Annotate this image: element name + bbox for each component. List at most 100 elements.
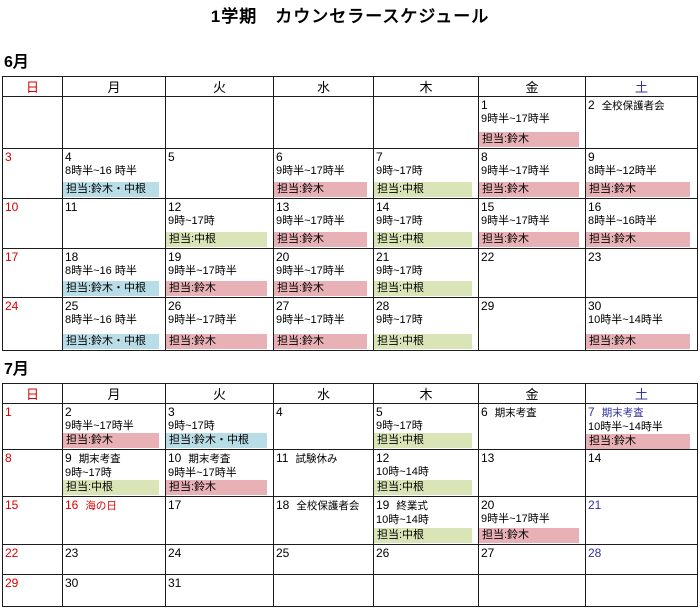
day-cell-july-19: 19 終業式 10時~14時 担当:中根 <box>373 496 479 545</box>
day-line: 16 海の日 <box>64 498 165 514</box>
time-range: 8時半~16 時半 <box>65 314 137 326</box>
day-cell-july-21: 21 <box>585 496 698 545</box>
day-number: 6 <box>481 405 488 419</box>
cell-content: 8 9時半~17時半 担当:鈴木 <box>479 150 585 197</box>
empty-cell-june <box>62 96 166 149</box>
day-number: 21 <box>588 498 602 512</box>
day-number: 4 <box>276 405 283 419</box>
weekday-header-june-1: 月 <box>62 76 166 97</box>
day-line: 24 <box>167 546 273 560</box>
weekday-header-june-4: 木 <box>373 76 479 97</box>
event-label: 全校保護者会 <box>601 100 665 112</box>
cell-content <box>480 576 585 606</box>
staff-assignment: 担当:鈴木 <box>274 281 368 296</box>
day-cell-june-24: 24 <box>2 297 63 351</box>
day-cell-june-21: 21 9時~17時 担当:中根 <box>373 248 479 298</box>
day-line: 1 <box>480 98 585 112</box>
staff-assignment: 担当:中根 <box>374 182 472 197</box>
weekday-header-july-3: 水 <box>273 383 374 404</box>
cell-content: 17 <box>167 498 273 544</box>
time-range: 9時~17時 <box>65 467 112 479</box>
time-range: 10時半~14時半 <box>588 421 663 433</box>
day-cell-june-10: 10 <box>2 198 63 249</box>
staff-assignment: 担当:鈴木 <box>274 182 368 197</box>
day-cell-june-26: 26 9時半~17時半 担当:鈴木 <box>165 297 274 351</box>
cell-content <box>275 576 373 606</box>
day-line: 29 <box>480 299 585 313</box>
staff-assignment: 担当:中根 <box>166 232 267 247</box>
day-cell-july-29: 29 <box>2 574 63 607</box>
day-number: 18 <box>65 250 79 264</box>
day-number: 15 <box>481 200 495 214</box>
day-number: 11 <box>276 451 289 465</box>
day-cell-june-15: 15 9時半~17時半 担当:鈴木 <box>478 198 586 249</box>
day-number: 9 <box>65 451 72 465</box>
day-line: 21 <box>375 250 478 264</box>
cell-content: 19 9時半~17時半 担当:鈴木 <box>166 250 273 296</box>
day-line: 26 <box>375 546 478 560</box>
cell-content: 5 9時~17時 担当:中根 <box>374 405 478 448</box>
page-title: 1学期 カウンセラースケジュール <box>210 7 490 26</box>
cell-content: 20 9時半~17時半 担当:鈴木 <box>479 498 585 543</box>
week-row-july-2: 8 9 期末考査 9時~17時 担当:中根 10 期末考査 9時半~17時半 担当:鈴木 11 試験… <box>2 449 698 497</box>
day-line: 22 <box>480 250 585 264</box>
day-line: 19 <box>167 250 273 264</box>
cell-content: 30 10時半~14時半 担当:鈴木 <box>586 299 697 349</box>
day-line: 25 <box>275 546 373 560</box>
calendar-section-june: 6月 日月火水木金土 1 9時半~17時半 担当:鈴木 2 全校保護者会 3 4 8時半~16 … <box>0 53 700 351</box>
day-cell-july-17: 17 <box>165 496 274 545</box>
day-cell-july-24: 24 <box>165 544 274 575</box>
day-number: 7 <box>376 150 383 164</box>
weekday-header-june-5: 金 <box>478 76 586 97</box>
day-line: 6 期末考査 <box>480 405 585 421</box>
day-number: 19 <box>376 498 390 512</box>
staff-assignment: 担当:鈴木 <box>63 433 159 448</box>
cell-content: 9 期末考査 9時~17時 担当:中根 <box>63 451 165 495</box>
cell-content: 30 <box>64 576 165 606</box>
day-number: 3 <box>5 150 12 164</box>
weekday-header-june-6: 土 <box>585 76 698 97</box>
day-cell-july-10: 10 期末考査 9時半~17時半 担当:鈴木 <box>165 449 274 497</box>
day-line: 14 <box>375 200 478 214</box>
cell-content: 18 8時半~16 時半 担当:鈴木・中根 <box>63 250 165 296</box>
day-number: 12 <box>168 200 182 214</box>
cell-content: 19 終業式 10時~14時 担当:中根 <box>374 498 478 543</box>
day-cell-july-7: 7 期末考査 10時半~14時半 担当:鈴木 <box>585 403 698 450</box>
day-number: 13 <box>276 200 290 214</box>
day-cell-july-5: 5 9時~17時 担当:中根 <box>373 403 479 450</box>
day-number: 2 <box>65 405 72 419</box>
week-row-july-1: 1 2 9時半~17時半 担当:鈴木 3 9時~17時 担当:鈴木・中根 4 5 9時~17時 担当… <box>2 403 698 450</box>
day-cell-june-3: 3 <box>2 148 63 199</box>
time-range: 9時~17時 <box>168 420 215 432</box>
staff-assignment: 担当:中根 <box>374 232 472 247</box>
week-row-june-1: 1 9時半~17時半 担当:鈴木 2 全校保護者会 <box>2 96 698 149</box>
cell-content: 1 <box>4 405 62 449</box>
weekday-header-july-1: 月 <box>62 383 166 404</box>
day-line: 15 <box>4 498 62 512</box>
day-cell-july-15: 15 <box>2 496 63 545</box>
day-number: 20 <box>276 250 290 264</box>
cell-content: 1 9時半~17時半 担当:鈴木 <box>479 98 585 147</box>
day-number: 16 <box>65 498 79 512</box>
cell-content: 22 <box>480 250 585 297</box>
day-cell-june-18: 18 8時半~16 時半 担当:鈴木・中根 <box>62 248 166 298</box>
time-range: 9時半~17時半 <box>276 314 345 326</box>
day-number: 4 <box>65 150 72 164</box>
cell-content: 27 <box>480 546 585 574</box>
day-line: 4 <box>64 150 165 164</box>
cell-content: 15 9時半~17時半 担当:鈴木 <box>479 200 585 247</box>
staff-assignment: 担当:鈴木・中根 <box>63 182 159 197</box>
staff-assignment: 担当:鈴木 <box>479 182 579 197</box>
day-number: 29 <box>481 299 495 313</box>
day-line: 2 全校保護者会 <box>587 98 697 114</box>
day-cell-june-13: 13 9時半~17時半 担当:鈴木 <box>273 198 374 249</box>
weekday-header-july-6: 土 <box>585 383 698 404</box>
cell-content <box>375 576 478 606</box>
cell-content: 12 9時~17時 担当:中根 <box>166 200 273 247</box>
cell-content: 15 <box>4 498 62 544</box>
cell-content: 4 8時半~16 時半 担当:鈴木・中根 <box>63 150 165 197</box>
day-cell-july-26: 26 <box>373 544 479 575</box>
day-number: 5 <box>376 405 383 419</box>
day-number: 20 <box>481 498 495 512</box>
staff-assignment: 担当:鈴木 <box>586 182 691 197</box>
